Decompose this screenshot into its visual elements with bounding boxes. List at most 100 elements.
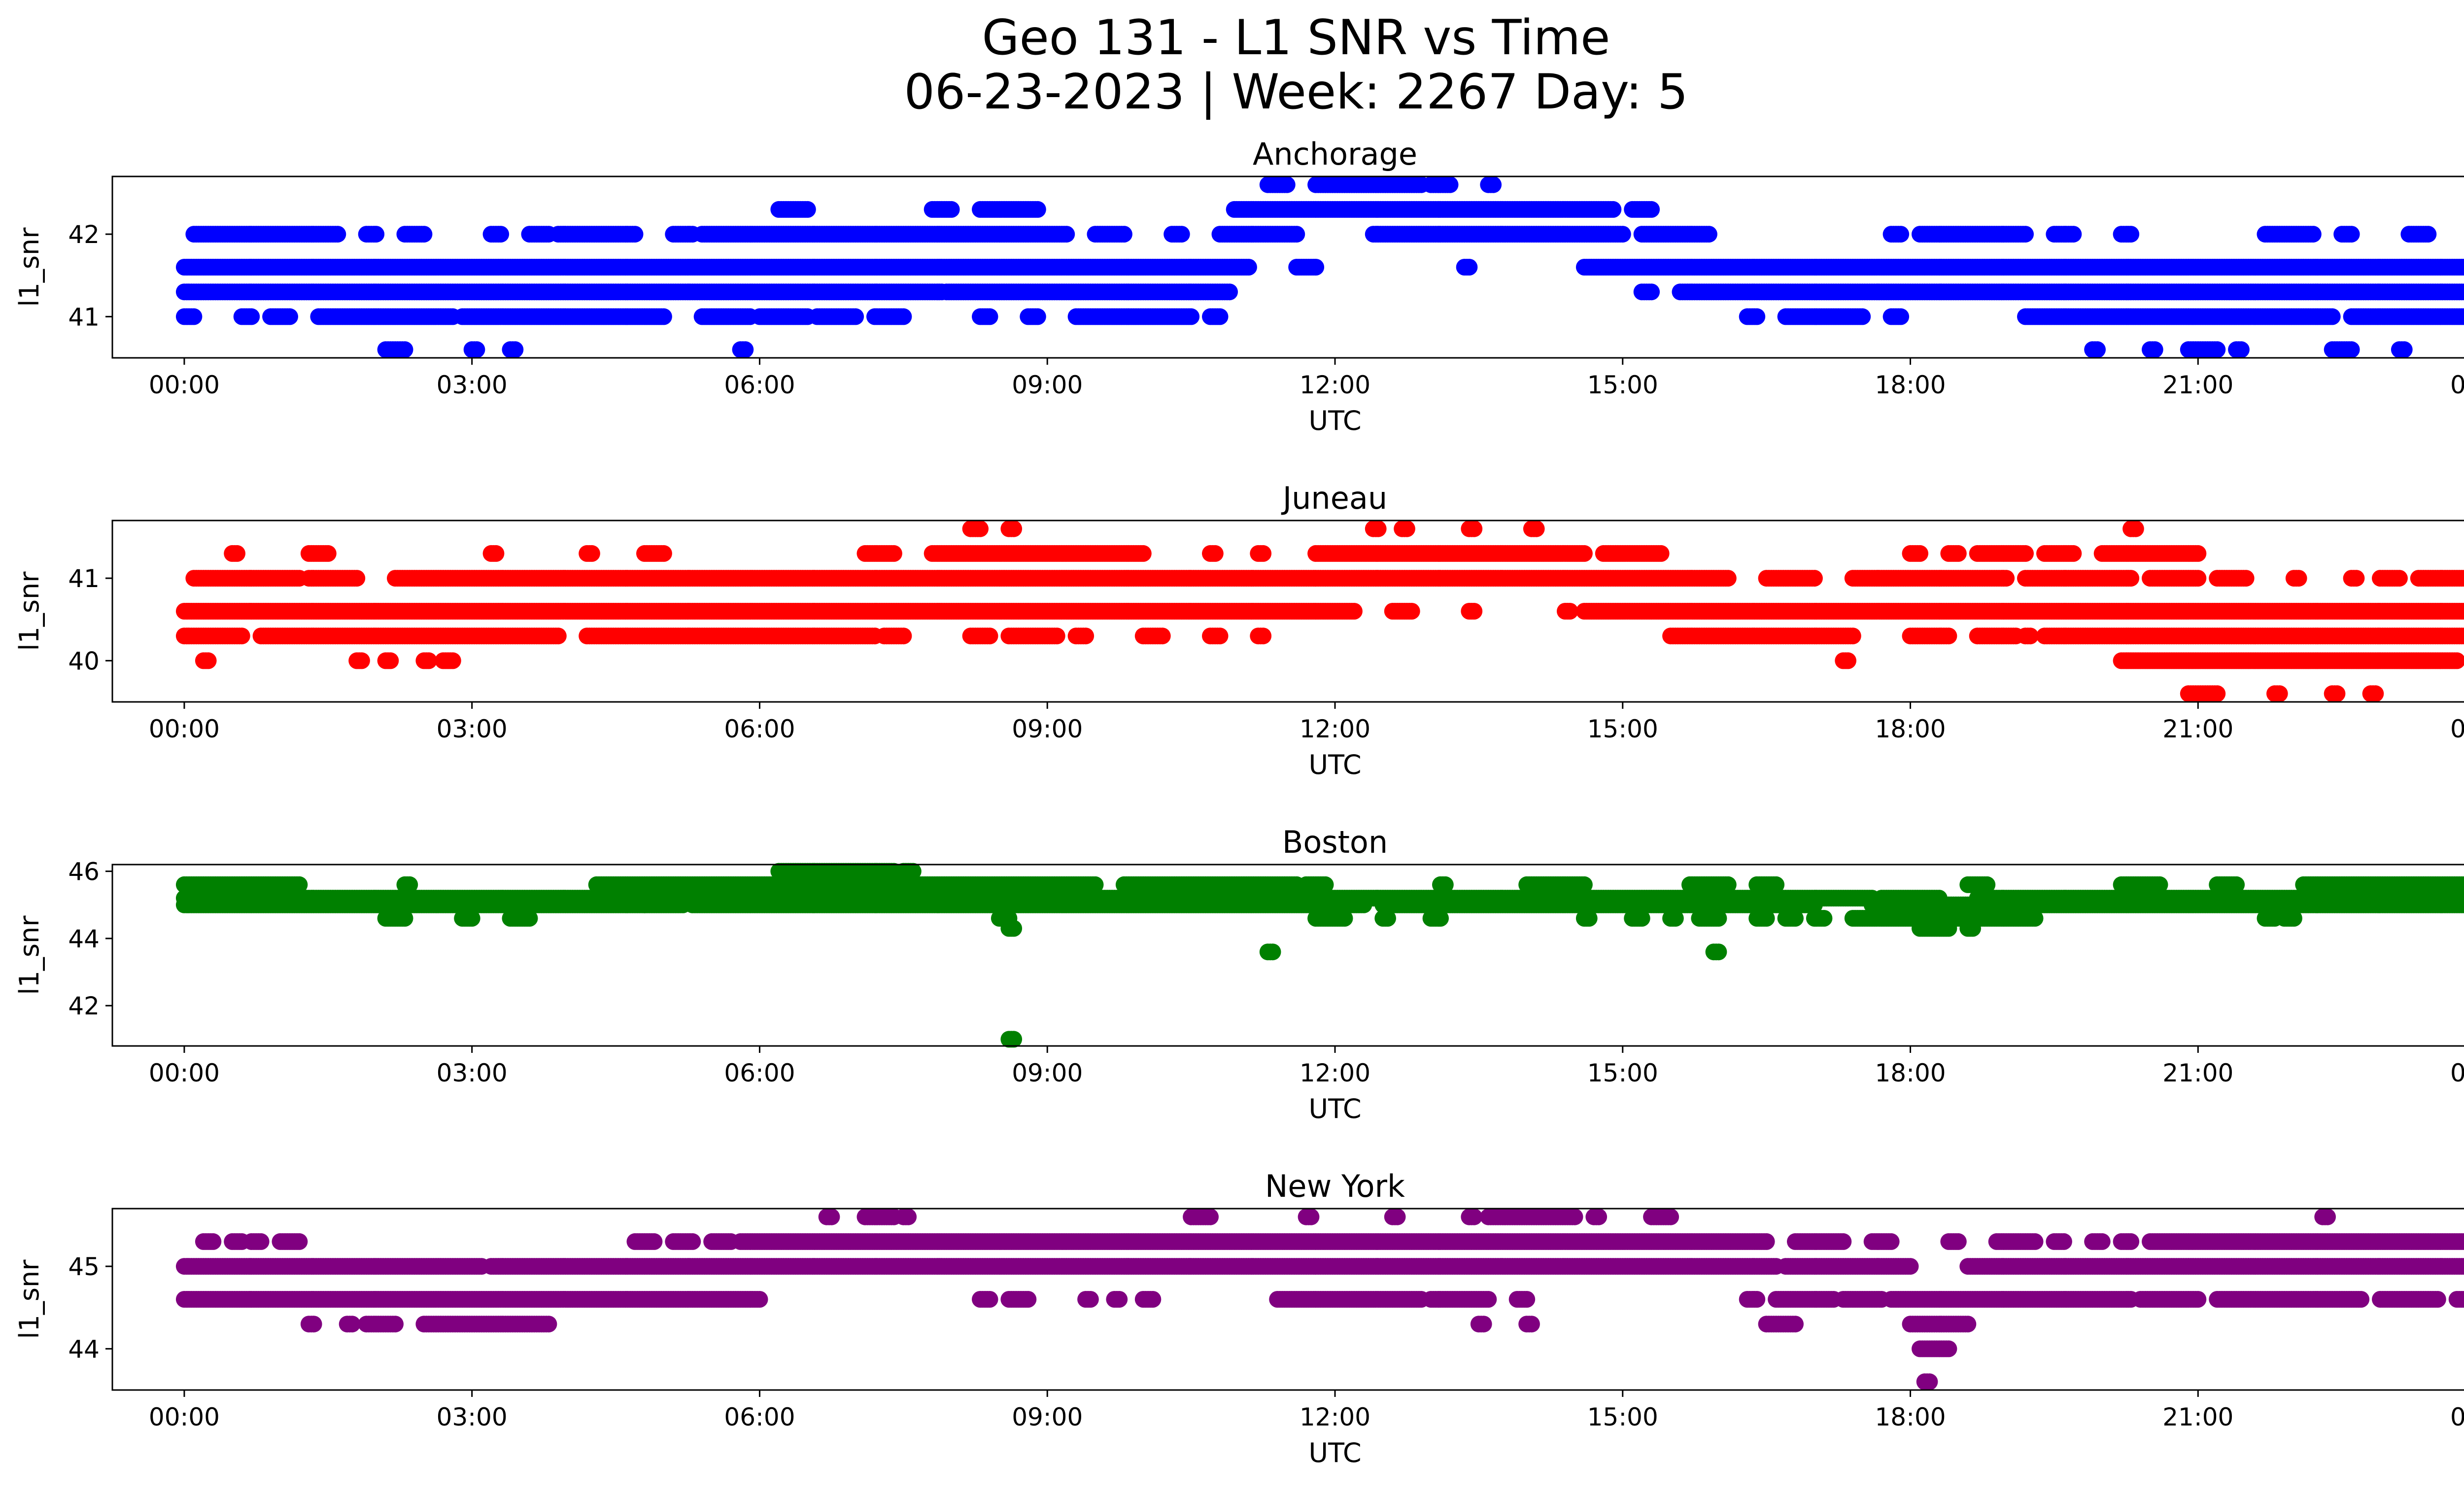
x-tick-label: 15:00 <box>1587 371 1658 399</box>
data-point <box>1278 176 1296 193</box>
data-point <box>2065 226 2082 243</box>
data-point <box>2127 520 2144 537</box>
data-point <box>1173 226 1190 243</box>
figure-title-line1: Geo 131 - L1 SNR vs Time <box>982 10 1610 66</box>
x-tick-label: 21:00 <box>2162 371 2233 399</box>
data-point <box>1221 283 1238 301</box>
data-point <box>1652 545 1670 562</box>
data-point <box>319 545 337 562</box>
x-tick-label: 00:00 <box>2450 371 2464 399</box>
data-point <box>2290 570 2307 587</box>
data-point <box>2122 226 2140 243</box>
data-point <box>885 545 902 562</box>
data-point <box>2190 545 2207 562</box>
data-point <box>2396 341 2413 358</box>
data-point <box>2017 545 2034 562</box>
data-point <box>2237 570 2255 587</box>
data-point <box>185 308 203 325</box>
data-point <box>1134 545 1152 562</box>
data-point <box>895 308 912 325</box>
data-point <box>281 308 298 325</box>
data-point <box>243 308 260 325</box>
subplots: Anchorage 00:00 03:00 06:00 09:00 12:00 15:00 1… <box>14 136 2464 1468</box>
data-point <box>2122 570 2140 587</box>
data-point <box>348 570 366 587</box>
data-point <box>1288 226 1305 243</box>
data-point <box>799 201 816 218</box>
data-point <box>2065 545 2082 562</box>
figure-title-line2: 06-23-2023 | Week: 2267 Day: 5 <box>904 64 1688 120</box>
data-point <box>737 341 754 358</box>
data-point <box>1643 201 1660 218</box>
data-point <box>655 545 672 562</box>
x-axis-label: UTC <box>1308 405 1361 436</box>
data-point <box>1029 201 1046 218</box>
subplot-title: Juneau <box>1281 480 1387 516</box>
x-tick-label: 09:00 <box>1012 371 1083 399</box>
x-tick-label: 03:00 <box>437 371 508 399</box>
data-point <box>1614 226 1631 243</box>
data-point <box>1561 603 1578 620</box>
data-point <box>2343 226 2360 243</box>
data-point <box>468 341 485 358</box>
data-point <box>1643 283 1660 301</box>
data-point <box>1528 520 1545 537</box>
data-point <box>1441 176 1459 193</box>
data-point <box>2324 308 2341 325</box>
x-tick-label: 06:00 <box>724 371 795 399</box>
data-point <box>229 545 245 562</box>
data-point <box>2343 341 2360 358</box>
data-point <box>2232 341 2250 358</box>
data-point <box>1854 308 1871 325</box>
data-point <box>972 520 989 537</box>
subplot-anchorage: Anchorage 00:00 03:00 06:00 09:00 12:00 15:00 1… <box>14 136 2464 436</box>
data-point <box>1211 308 1229 325</box>
data-point <box>1892 226 1910 243</box>
data-point <box>1575 545 1593 562</box>
data-point <box>396 341 413 358</box>
data-point <box>1206 545 1224 562</box>
data-point <box>492 226 510 243</box>
data-point <box>981 308 998 325</box>
subplot-title: Anchorage <box>1253 136 1417 172</box>
data-point <box>655 308 672 325</box>
data-points <box>175 176 2464 358</box>
data-point <box>2190 570 2207 587</box>
data-point <box>2146 341 2163 358</box>
data-point <box>1115 226 1132 243</box>
y-tick-label: 41 <box>68 303 100 331</box>
data-point <box>1998 570 2015 587</box>
data-point <box>329 226 346 243</box>
x-tick-label: 12:00 <box>1300 371 1370 399</box>
data-point <box>2420 226 2437 243</box>
data-point <box>2391 570 2408 587</box>
data-point <box>1183 308 1200 325</box>
y-axis-label: l1_snr <box>14 227 45 307</box>
data-point <box>2089 341 2106 358</box>
data-point <box>2017 226 2034 243</box>
data-point <box>2348 570 2365 587</box>
data-point <box>2304 226 2322 243</box>
data-point <box>368 226 385 243</box>
data-point <box>1369 520 1387 537</box>
data-point <box>1403 603 1420 620</box>
data-point <box>1485 176 1502 193</box>
data-point <box>2209 341 2226 358</box>
data-point <box>1058 226 1075 243</box>
data-point <box>583 545 600 562</box>
data-point <box>1307 259 1325 276</box>
data-point <box>1005 520 1023 537</box>
data-point <box>1892 308 1910 325</box>
data-point <box>1912 545 1928 562</box>
data-point <box>1466 520 1483 537</box>
data-point <box>415 226 433 243</box>
data-point <box>1398 520 1415 537</box>
data-point <box>507 341 524 358</box>
data-point <box>1240 259 1257 276</box>
x-tick-label: 18:00 <box>1875 371 1946 399</box>
data-point <box>1806 570 1823 587</box>
y-tick-label: 42 <box>68 220 100 249</box>
data-point <box>626 226 644 243</box>
data-point <box>1950 545 1967 562</box>
data-point <box>1466 603 1483 620</box>
